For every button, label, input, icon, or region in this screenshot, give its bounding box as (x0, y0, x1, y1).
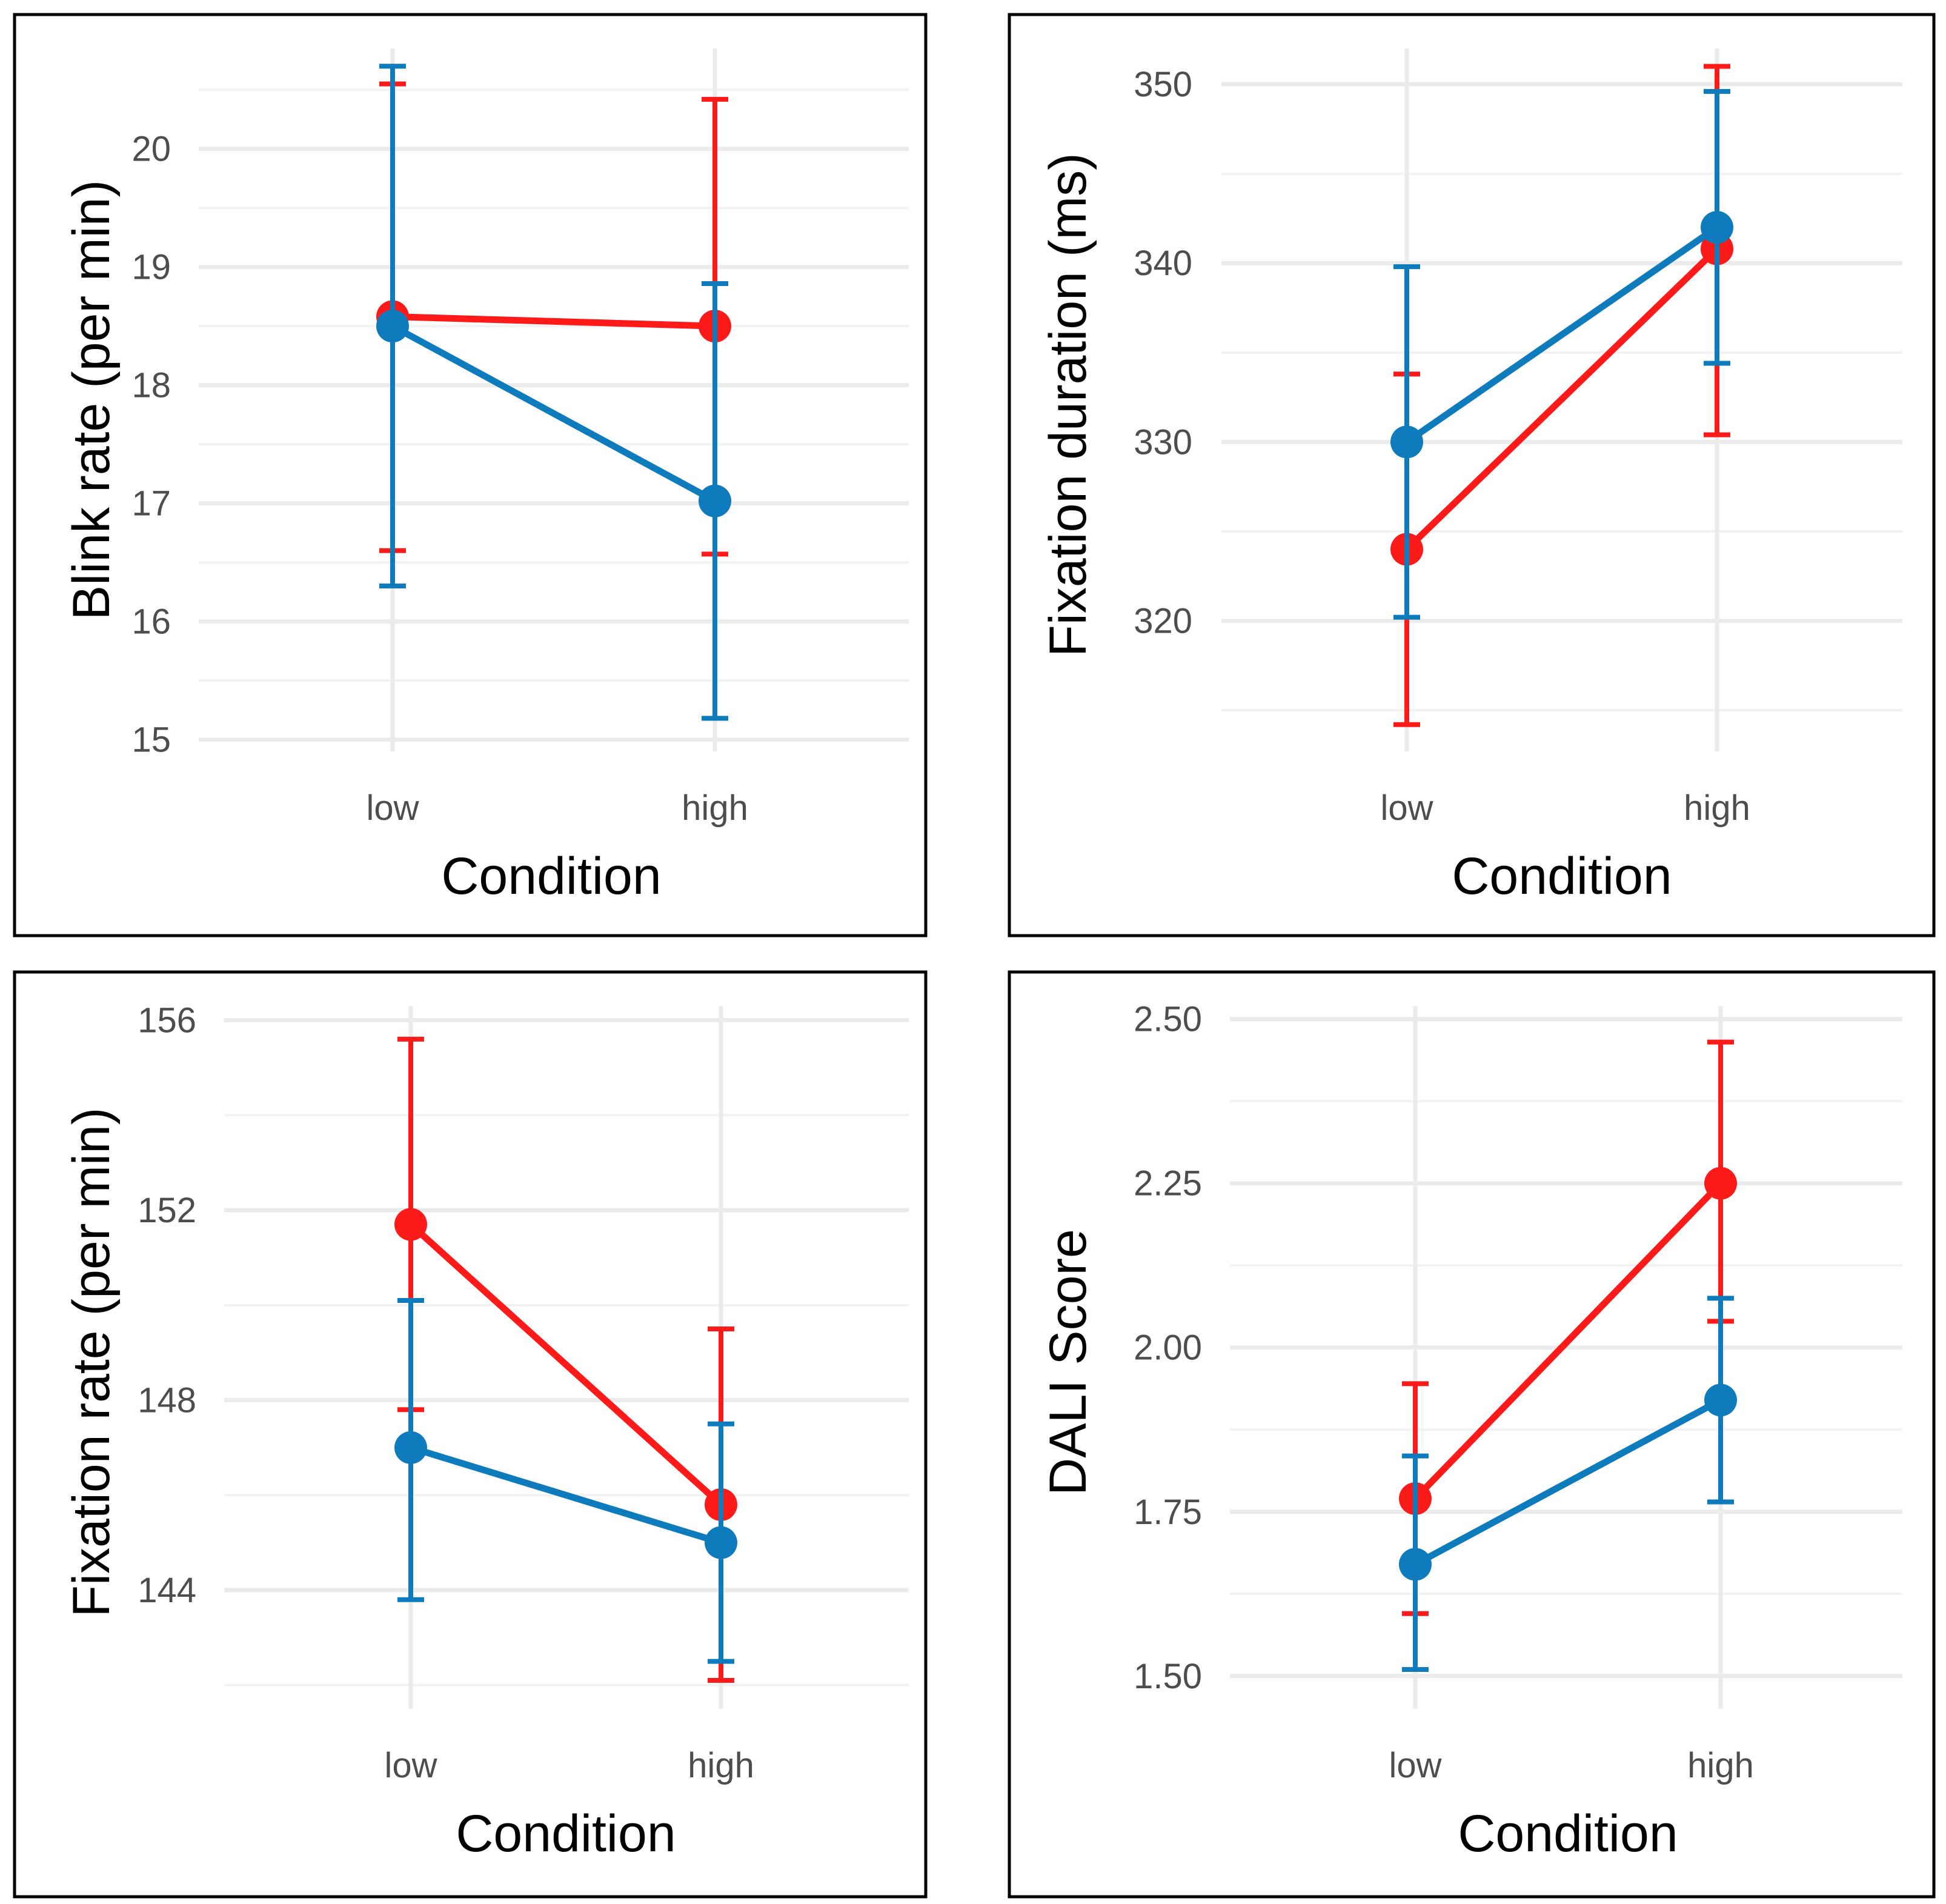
series-line-red (1413, 1180, 1723, 1501)
panel-border (1008, 970, 1936, 1899)
y-tick-label: 340 (1134, 244, 1192, 283)
x-axis-title: Condition (456, 1805, 676, 1863)
x-tick-label: low (1380, 788, 1433, 828)
y-tick-label: 2.00 (1134, 1328, 1202, 1368)
series-line-blue (1413, 1397, 1722, 1568)
y-tick-label: 1.50 (1134, 1657, 1202, 1696)
series-line-blue (410, 1444, 722, 1546)
panel-border (13, 13, 928, 937)
x-axis-title: Condition (1458, 1805, 1678, 1863)
data-point-blue (376, 310, 409, 343)
y-tick-label: 16 (131, 602, 171, 642)
x-tick-label: low (1389, 1746, 1442, 1785)
data-point-blue (699, 484, 731, 518)
y-tick-label: 18 (131, 366, 171, 405)
y-tick-label: 144 (138, 1571, 196, 1610)
series-blue (1399, 1296, 1737, 1672)
y-tick-label: 330 (1134, 422, 1192, 462)
x-tick-label: high (688, 1746, 754, 1785)
y-axis-title: Blink rate (per min) (62, 180, 121, 620)
y-tick-label: 17 (131, 484, 171, 524)
panel-border (1008, 13, 1936, 937)
panel-border (13, 970, 928, 1899)
panel-top-right: 320 330 340 350 low high Condition Fixation dur… (1008, 13, 1936, 937)
data-point-blue (394, 1431, 427, 1464)
y-tick-label: 15 (131, 721, 171, 760)
data-point-blue (1399, 1548, 1432, 1581)
series-line-red (392, 313, 716, 330)
data-point-blue (705, 1526, 737, 1559)
x-tick-label: high (682, 788, 748, 828)
y-tick-label: 320 (1134, 602, 1192, 641)
series-blue (1390, 88, 1733, 620)
panel-top-left: 15 16 17 18 19 20 low high Condition Blink rate (… (13, 13, 928, 937)
x-tick-label: low (366, 788, 419, 828)
y-axis-title: DALI Score (1039, 1229, 1097, 1496)
x-axis-title: Condition (1452, 847, 1672, 905)
y-tick-label: 2.50 (1134, 1000, 1202, 1039)
y-tick-label: 19 (131, 248, 171, 287)
y-tick-label: 152 (138, 1191, 196, 1230)
series-blue (394, 1297, 737, 1664)
series-line-blue (391, 323, 717, 504)
y-tick-label: 148 (138, 1381, 196, 1420)
data-point-blue (1701, 211, 1733, 244)
series-line-red (408, 1222, 723, 1508)
x-tick-label: high (1684, 788, 1750, 828)
data-point-blue (1704, 1383, 1737, 1417)
y-tick-label: 1.75 (1134, 1493, 1202, 1532)
y-tick-label: 2.25 (1134, 1164, 1202, 1203)
series-line-red (1404, 246, 1719, 552)
series-blue (376, 64, 731, 721)
x-axis-title: Condition (441, 847, 661, 905)
y-axis-title: Fixation rate (per min) (62, 1107, 121, 1617)
data-point-red (1704, 1167, 1737, 1200)
y-axis-title: Fixation duration (ms) (1039, 153, 1097, 657)
data-point-blue (1390, 425, 1423, 459)
panel-bottom-left: 144 148 152 156 low high Condition Fixation rat… (13, 970, 928, 1899)
y-tick-label: 156 (138, 1001, 196, 1040)
x-tick-label: high (1687, 1746, 1754, 1785)
series-line-blue (1404, 224, 1719, 445)
y-tick-label: 20 (131, 130, 171, 169)
data-point-red (394, 1208, 427, 1241)
x-tick-label: low (384, 1746, 437, 1785)
y-tick-label: 350 (1134, 65, 1192, 104)
